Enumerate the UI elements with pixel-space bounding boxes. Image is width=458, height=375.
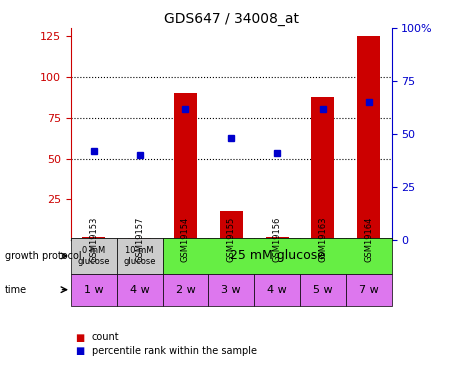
Text: time: time (5, 285, 27, 295)
Bar (357, 36, 380, 240)
Text: 2 w: 2 w (175, 285, 196, 295)
Text: 25 mM glucose: 25 mM glucose (229, 249, 325, 262)
Text: percentile rank within the sample: percentile rank within the sample (92, 346, 256, 355)
Bar (174, 93, 197, 240)
Bar (220, 211, 243, 240)
Text: 10 mM
glucose: 10 mM glucose (124, 246, 156, 266)
Bar (128, 238, 151, 240)
Text: GSM19153: GSM19153 (89, 216, 98, 262)
Text: 4 w: 4 w (267, 285, 287, 295)
Text: 7 w: 7 w (359, 285, 379, 295)
Bar (266, 237, 289, 240)
Title: GDS647 / 34008_at: GDS647 / 34008_at (164, 12, 299, 26)
Text: ■: ■ (76, 346, 85, 355)
Bar (82, 237, 105, 240)
Text: 1 w: 1 w (84, 285, 104, 295)
Bar (311, 97, 334, 240)
Text: growth protocol: growth protocol (5, 251, 81, 261)
Text: 0 mM
glucose: 0 mM glucose (78, 246, 110, 266)
Text: 4 w: 4 w (130, 285, 150, 295)
Text: GSM19154: GSM19154 (181, 216, 190, 262)
Text: GSM19164: GSM19164 (364, 216, 373, 262)
Text: GSM19157: GSM19157 (135, 216, 144, 262)
Text: count: count (92, 333, 119, 342)
Text: ■: ■ (76, 333, 85, 342)
Text: 3 w: 3 w (222, 285, 241, 295)
Text: 5 w: 5 w (313, 285, 333, 295)
Text: GSM19155: GSM19155 (227, 216, 236, 262)
Text: GSM19156: GSM19156 (273, 216, 282, 262)
Text: GSM19163: GSM19163 (318, 216, 327, 262)
